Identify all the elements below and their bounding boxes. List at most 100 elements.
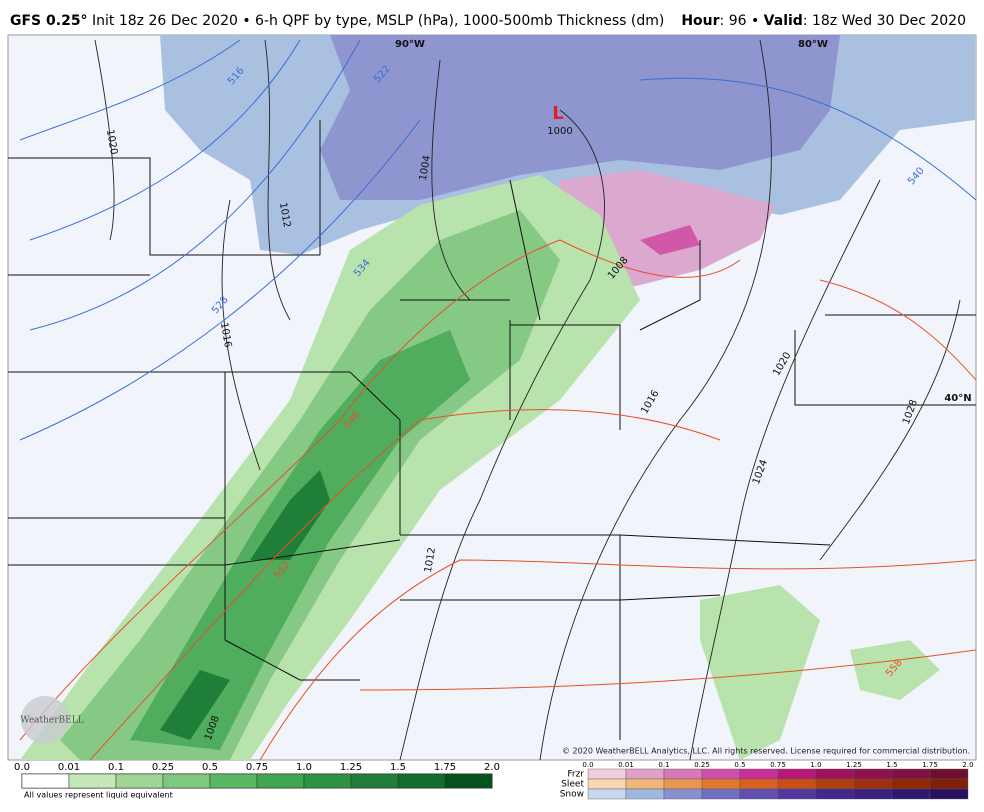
isobar-label: 1000 <box>547 126 572 137</box>
rain-swatch <box>444 773 493 789</box>
rain-tick-label: 0.1 <box>108 762 124 773</box>
isobar-label: 1020 <box>104 129 119 156</box>
rain-tick-label: 1.0 <box>296 762 312 773</box>
type-tick-label: 0.5 <box>734 761 745 769</box>
isobars <box>94 39 961 761</box>
type-swatch <box>663 788 703 800</box>
type-tick-label: 1.25 <box>846 761 862 769</box>
type-tick-label: 1.75 <box>922 761 938 769</box>
type-swatch <box>739 788 779 800</box>
type-tick-label: 0.01 <box>618 761 634 769</box>
rain-swatch <box>350 773 399 789</box>
valid-label: Valid <box>764 13 803 29</box>
legend: All values represent liquid equivalent 0… <box>14 761 974 800</box>
low-marker: L <box>552 103 563 124</box>
type-swatch <box>929 788 969 800</box>
type-name: Sleet <box>561 780 584 790</box>
type-swatch <box>891 788 931 800</box>
type-swatch <box>777 778 817 790</box>
type-swatch <box>587 778 627 790</box>
type-name: Frzr <box>567 770 584 780</box>
type-swatch <box>739 768 779 780</box>
logo: WeatherBELL <box>20 696 84 744</box>
type-swatch <box>853 788 893 800</box>
type-swatch <box>777 768 817 780</box>
isobar-label: 1012 <box>277 202 292 229</box>
rain-swatch <box>162 773 211 789</box>
rain-swatch <box>303 773 352 789</box>
rain-tick-label: 0.75 <box>246 762 268 773</box>
rain-swatch <box>397 773 446 789</box>
copyright: © 2020 WeatherBELL Analytics, LLC. All r… <box>562 747 970 756</box>
type-swatch <box>891 778 931 790</box>
rain-swatch <box>209 773 258 789</box>
type-swatch <box>701 788 741 800</box>
type-swatch <box>625 788 665 800</box>
rain-southeast <box>700 585 940 760</box>
type-tick-label: 1.0 <box>810 761 821 769</box>
rain-tick-label: 1.5 <box>390 762 406 773</box>
header-right: Hour: 96 • Valid: 18z Wed 30 Dec 2020 <box>681 13 966 29</box>
type-swatch <box>739 778 779 790</box>
type-swatch <box>853 768 893 780</box>
model: GFS 0.25° <box>10 13 88 29</box>
type-name: Snow <box>560 790 584 800</box>
type-swatch <box>663 778 703 790</box>
type-swatch <box>663 768 703 780</box>
isobar-label: 1004 <box>418 155 433 182</box>
rain-tick-label: 1.75 <box>434 762 456 773</box>
rain-very-heavy <box>160 470 330 740</box>
description: Init 18z 26 Dec 2020 • 6-h QPF by type, … <box>92 13 664 29</box>
rain-tick-label: 0.0 <box>14 762 30 773</box>
type-swatch <box>929 768 969 780</box>
logo-globe <box>21 696 69 744</box>
rain-swatch <box>21 773 70 789</box>
type-tick-label: 0.0 <box>582 761 593 769</box>
snow-heavy <box>320 35 840 200</box>
grid-label: 80°W <box>798 39 828 50</box>
type-swatch <box>701 768 741 780</box>
type-swatch <box>815 788 855 800</box>
rain-tick-label: 0.25 <box>152 762 174 773</box>
isobar-label: 1012 <box>423 547 438 574</box>
type-swatch <box>891 768 931 780</box>
rain-tick-label: 0.5 <box>202 762 218 773</box>
type-swatch <box>625 778 665 790</box>
type-swatch <box>929 778 969 790</box>
type-swatch <box>587 788 627 800</box>
grid-label: 90°W <box>395 39 425 50</box>
type-tick-label: 0.1 <box>658 761 669 769</box>
isobar-label: 1016 <box>218 322 233 349</box>
type-swatch <box>625 768 665 780</box>
hour-label: Hour <box>681 13 719 29</box>
grid-label: 40°N <box>944 393 971 404</box>
valid: : 18z Wed 30 Dec 2020 <box>803 13 966 29</box>
type-swatch <box>815 768 855 780</box>
rain-tick-label: 1.25 <box>340 762 362 773</box>
rain-tick-label: 2.0 <box>484 762 500 773</box>
legend-note: All values represent liquid equivalent <box>24 791 173 800</box>
type-swatch <box>701 778 741 790</box>
type-tick-label: 1.5 <box>886 761 897 769</box>
type-swatch <box>815 778 855 790</box>
type-tick-label: 0.25 <box>694 761 710 769</box>
header-left: GFS 0.25° Init 18z 26 Dec 2020 • 6-h QPF… <box>10 13 664 29</box>
type-tick-label: 2.0 <box>962 761 973 769</box>
hour: : 96 • <box>720 13 764 29</box>
rain-swatch <box>256 773 305 789</box>
rain-tick-label: 0.01 <box>58 762 80 773</box>
type-swatch <box>853 778 893 790</box>
type-tick-label: 0.75 <box>770 761 786 769</box>
type-swatch <box>587 768 627 780</box>
logo-text: WeatherBELL <box>20 716 83 726</box>
type-swatch <box>777 788 817 800</box>
rain-swatch <box>68 773 117 789</box>
map-area: WeatherBELL © 2020 WeatherBELL Analytics… <box>7 34 977 761</box>
rain-swatch <box>115 773 164 789</box>
thickness-cold <box>19 39 977 441</box>
borders <box>8 120 976 740</box>
thickness-warm <box>19 239 977 761</box>
mix-heavy <box>640 225 700 255</box>
